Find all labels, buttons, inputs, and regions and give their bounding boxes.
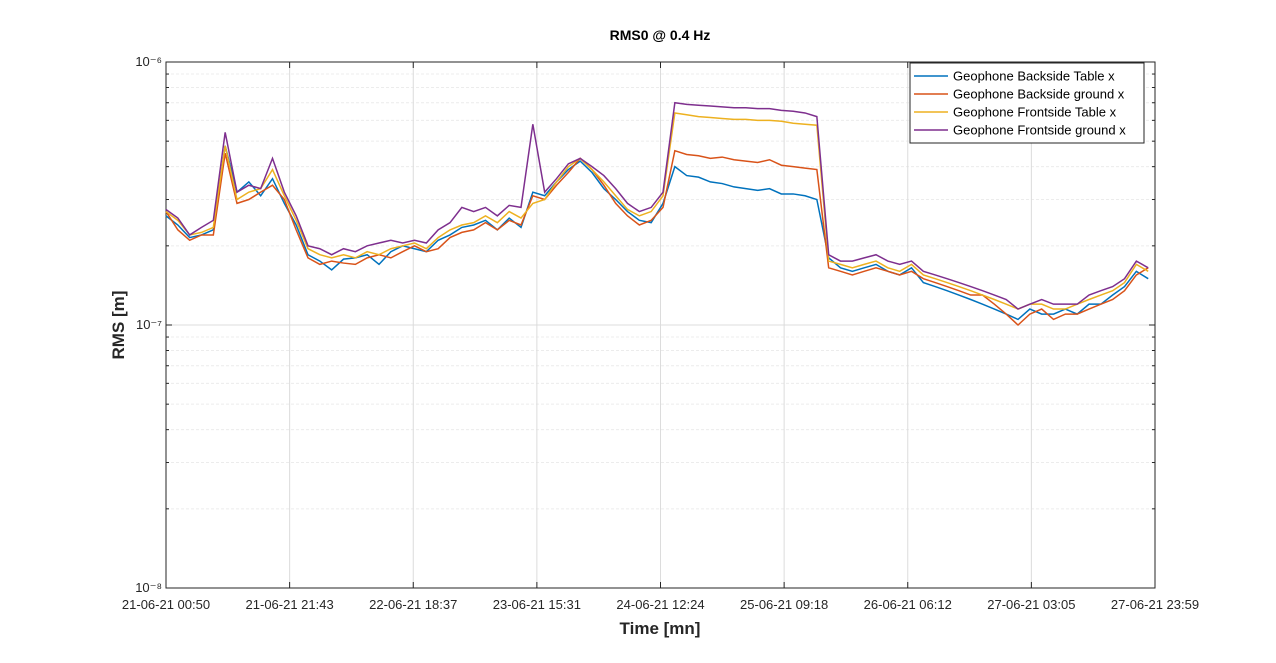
- legend-label: Geophone Backside ground x: [953, 87, 1125, 102]
- x-tick-label: 21-06-21 21:43: [246, 597, 334, 612]
- series-line: [165, 101, 1149, 310]
- chart-title: RMS0 @ 0.4 Hz: [610, 27, 711, 43]
- x-tick-label: 22-06-21 18:37: [369, 597, 457, 612]
- x-axis-label: Time [mn]: [620, 619, 701, 638]
- y-axis-label: RMS [m]: [109, 291, 128, 360]
- x-tick-label: 27-06-21 23:59: [1111, 597, 1199, 612]
- legend-box: [909, 62, 1145, 144]
- y-tick-label: 10⁻⁸: [135, 580, 162, 595]
- plot-frame: [165, 61, 1156, 589]
- legend-label: Geophone Frontside ground x: [953, 123, 1126, 138]
- y-tick-label: 10⁻⁷: [136, 317, 162, 332]
- x-tick-label: 23-06-21 15:31: [493, 597, 581, 612]
- series-line: [165, 112, 1149, 310]
- legend-label: Geophone Backside Table x: [953, 69, 1115, 84]
- y-tick-label: 10⁻⁶: [135, 54, 162, 69]
- x-tick-label: 26-06-21 06:12: [864, 597, 952, 612]
- legend-label: Geophone Frontside Table x: [953, 105, 1117, 120]
- x-tick-label: 24-06-21 12:24: [616, 597, 704, 612]
- x-tick-label: 27-06-21 03:05: [987, 597, 1075, 612]
- x-tick-label: 21-06-21 00:50: [122, 597, 210, 612]
- x-tick-label: 25-06-21 09:18: [740, 597, 828, 612]
